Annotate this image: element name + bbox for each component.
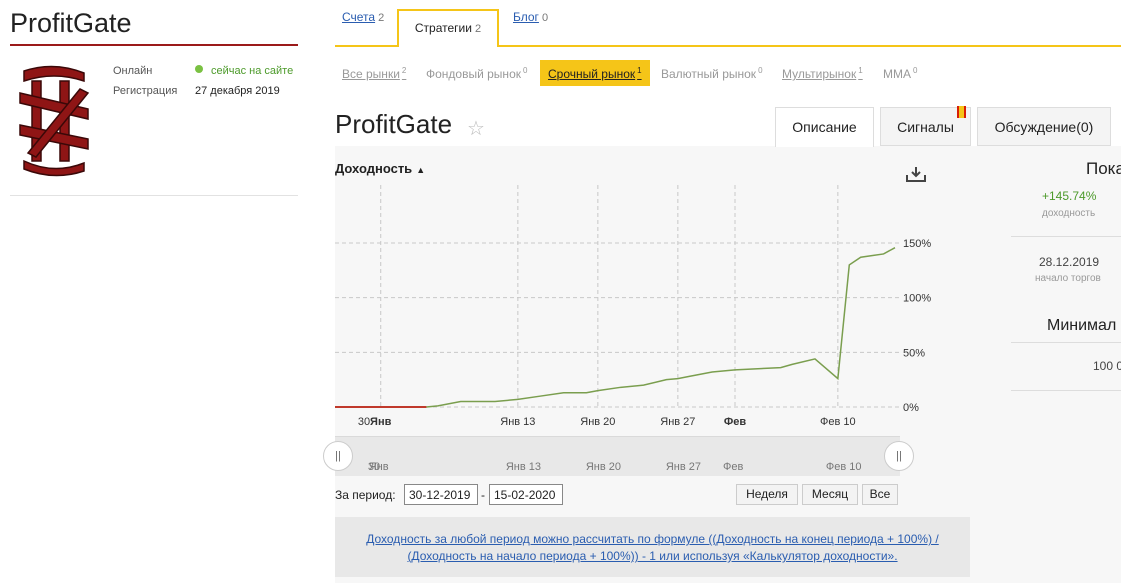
yield-formula-link[interactable]: Доходность за любой период можно рассчит… (366, 532, 939, 563)
tabs-underline (335, 45, 1121, 47)
period-label: За период: (335, 488, 396, 502)
stats-divider-2 (1011, 342, 1121, 343)
online-dot-icon (195, 65, 203, 73)
x-tick-label: Янв 20 (580, 416, 615, 428)
yield-chart: 0% 50% 100% 150% 30 Янв Янв 13 Янв 20 Янв 27 Фев Ф… (335, 185, 935, 435)
y-tick-label: 50% (903, 347, 925, 359)
market-futures[interactable]: Срочный рынок 1 (540, 60, 650, 86)
navigator-label: Янв 20 (585, 461, 621, 473)
left-divider (10, 195, 298, 196)
online-label: Онлайн (113, 65, 153, 77)
date-to-input[interactable] (489, 484, 563, 505)
series-line (426, 247, 896, 408)
stats-divider (1011, 236, 1121, 237)
profile-divider (10, 44, 298, 46)
navigator-label: 30 (367, 461, 381, 473)
star-icon[interactable]: ☆ (467, 118, 485, 140)
navigator-left-handle[interactable]: || (323, 441, 353, 471)
start-date-label: начало торгов (1035, 273, 1101, 284)
y-tick-label: 0% (903, 402, 919, 414)
x-tick-label: Фев 10 (820, 416, 856, 428)
x-tick-label: Янв 13 (500, 416, 535, 428)
yield-chart-svg: 0% 50% 100% 150% 30 Янв Янв 13 Янв 20 Янв 27 Фев Ф… (335, 185, 931, 428)
stats-panel (1011, 146, 1121, 583)
stats-heading: Пока (1086, 159, 1121, 178)
yield-value: +145.74% (1042, 189, 1097, 203)
info-box (335, 517, 970, 577)
navigator-right-handle[interactable]: || (884, 441, 914, 471)
tab-accounts[interactable]: Счета 2 (342, 10, 385, 24)
min-value: 100 0 (1093, 359, 1121, 373)
tab-blog[interactable]: Блог 0 (513, 10, 549, 24)
online-status: сейчас на сайте (195, 65, 293, 77)
tab-signals[interactable]: Сигналы (880, 107, 971, 146)
bookmark-flag-icon (957, 106, 966, 118)
navigator-label: Янв 27 (665, 461, 701, 473)
start-date: 28.12.2019 (1039, 255, 1100, 269)
y-tick-label: 150% (903, 238, 931, 250)
x-tick-label: Янв (370, 416, 392, 428)
content-area (335, 146, 1121, 583)
registration-label: Регистрация (113, 85, 178, 97)
tab-discussion[interactable]: Обсуждение(0) (977, 107, 1111, 146)
tab-description[interactable]: Описание (775, 107, 874, 147)
registration-date: 27 декабря 2019 (195, 85, 280, 97)
range-week-button[interactable]: Неделя (736, 484, 798, 505)
x-tick-label: Фев (724, 416, 747, 428)
navigator-label: Фев (723, 461, 744, 473)
stats-divider-3 (1011, 390, 1121, 391)
strategy-title: ProfitGate (335, 109, 453, 139)
market-mma[interactable]: MMA 0 (883, 66, 918, 81)
x-tick-label: Янв 27 (660, 416, 695, 428)
date-dash: - (481, 488, 485, 502)
navigator-label: Фев 10 (825, 461, 862, 473)
chart-navigator[interactable] (335, 436, 900, 476)
market-stock[interactable]: Фондовый рынок 0 (426, 66, 528, 81)
date-from-input[interactable] (404, 484, 478, 505)
profile-logo (10, 63, 98, 179)
market-multi[interactable]: Мультирынок 1 (782, 66, 863, 81)
tab-strategies[interactable]: Стратегии 2 (397, 9, 499, 47)
yield-label: доходность (1042, 208, 1096, 219)
range-month-button[interactable]: Месяц (802, 484, 858, 505)
chart-heading[interactable]: Доходность ▲ (335, 161, 426, 176)
profile-name: ProfitGate (10, 8, 132, 38)
y-tick-label: 100% (903, 293, 931, 305)
market-currency[interactable]: Валютный рынок 0 (661, 66, 763, 81)
range-all-button[interactable]: Все (862, 484, 898, 505)
market-all[interactable]: Все рынки 2 (342, 66, 407, 81)
download-icon[interactable] (905, 166, 927, 184)
x-tick-label: 30 (358, 416, 370, 428)
caret-up-icon: ▲ (416, 165, 426, 175)
min-heading: Минимал (1047, 317, 1117, 334)
navigator-label: Янв (368, 461, 389, 473)
navigator-label: Янв 13 (505, 461, 541, 473)
